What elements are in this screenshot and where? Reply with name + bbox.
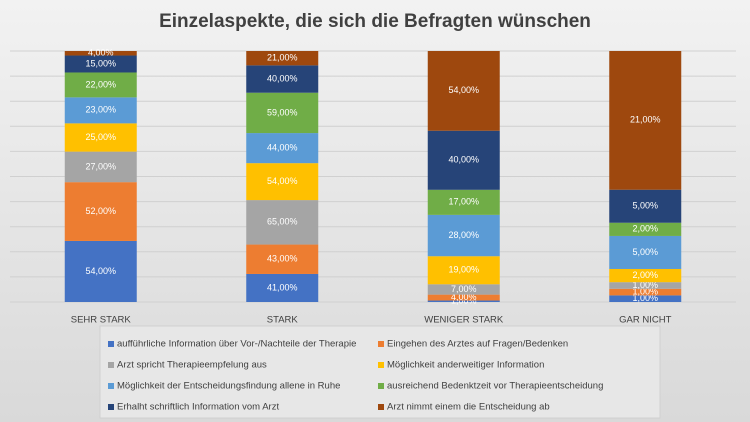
x-tick-label: GAR NICHT [619, 315, 671, 326]
data-label: 15,00% [85, 58, 116, 68]
bar-segment [427, 294, 500, 301]
data-label: 22,00% [85, 79, 116, 89]
bar-segment [609, 51, 682, 190]
bar-segment [64, 72, 137, 98]
x-tick-label: WENIGER STARK [424, 315, 504, 326]
data-label: 40,00% [448, 155, 479, 165]
bar-segment [246, 51, 319, 66]
data-label: 40,00% [267, 73, 298, 83]
legend-swatch [378, 404, 384, 410]
data-label: 44,00% [267, 142, 298, 152]
legend-label: Eingehen des Arztes auf Fragen/Bedenken [387, 339, 568, 350]
bar-segment [609, 222, 682, 236]
data-label: 43,00% [267, 254, 298, 264]
bar-segment [246, 200, 319, 245]
data-label: 54,00% [267, 176, 298, 186]
bar-segment [246, 163, 319, 201]
bar-segment [427, 284, 500, 295]
legend-label: ausreichend Bedenktzeit vor Therapieents… [387, 381, 603, 392]
bar-segment [64, 182, 137, 241]
data-label: 54,00% [448, 85, 479, 95]
data-label: 59,00% [267, 107, 298, 117]
data-label: 1,00% [632, 293, 658, 303]
bar-segment [427, 256, 500, 285]
data-label: 41,00% [267, 282, 298, 292]
data-label: 1,00% [632, 286, 658, 296]
data-label: 4,00% [451, 292, 477, 302]
legend-swatch [108, 362, 114, 368]
bar-segment [64, 97, 137, 124]
data-label: 1,00% [632, 280, 658, 290]
data-label: 5,00% [632, 201, 658, 211]
legend-swatch [378, 341, 384, 347]
data-label: 27,00% [85, 161, 116, 171]
legend-swatch [108, 341, 114, 347]
bar-segment [246, 65, 319, 93]
legend-swatch [378, 383, 384, 389]
bar-segment [609, 235, 682, 269]
data-label: 4,00% [88, 48, 114, 58]
data-label: 19,00% [448, 265, 479, 275]
bar-segment [427, 51, 500, 131]
data-label: 2,00% [632, 224, 658, 234]
data-label: 5,00% [632, 247, 658, 257]
bar-segment [609, 268, 682, 283]
bar-segment [64, 123, 137, 152]
bar-segment [427, 130, 500, 190]
bar-segment [609, 295, 682, 302]
legend-label: Erhalht schriftlich Information vom Arzt [117, 402, 279, 413]
x-tick-label: STARK [267, 315, 299, 326]
legend-label: Möglichkeit der Entscheidungsfindung all… [117, 381, 340, 392]
x-tick-label: SEHR STARK [71, 315, 132, 326]
chart-title: Einzelaspekte, die sich die Befragten wü… [159, 11, 591, 32]
bar-segment [609, 282, 682, 289]
data-label: 54,00% [85, 266, 116, 276]
legend-label: aufführliche Information über Vor-/Nacht… [117, 339, 356, 350]
bar-segment [427, 300, 500, 302]
bar-segment [427, 214, 500, 257]
bar-segment [246, 133, 319, 164]
bar-segment [246, 273, 319, 302]
data-label: 17,00% [448, 197, 479, 207]
data-label: 7,00% [451, 284, 477, 294]
bar-segment [64, 151, 137, 183]
data-label: 52,00% [85, 206, 116, 216]
legend-swatch [378, 362, 384, 368]
data-label: 1,00% [451, 296, 477, 306]
legend-swatch [108, 404, 114, 410]
data-label: 21,00% [630, 115, 661, 125]
data-label: 2,00% [632, 270, 658, 280]
data-label: 25,00% [85, 132, 116, 142]
bar-segment [609, 189, 682, 223]
bar-segment [246, 244, 319, 274]
bar-segment [246, 92, 319, 134]
data-label: 23,00% [85, 105, 116, 115]
legend-label: Arzt nimmt einem die Entscheidung ab [387, 402, 550, 413]
bar-segment [609, 288, 682, 296]
bar-segment [64, 240, 137, 302]
legend-swatch [108, 383, 114, 389]
legend-label: Arzt spricht Therapieempfelung aus [117, 360, 267, 371]
bar-segment [64, 55, 137, 73]
bar-segment [427, 189, 500, 215]
data-label: 65,00% [267, 217, 298, 227]
data-label: 28,00% [448, 230, 479, 240]
legend-label: Möglichkeit anderweitiger Information [387, 360, 544, 371]
bar-segment [64, 51, 137, 56]
data-label: 21,00% [267, 53, 298, 63]
